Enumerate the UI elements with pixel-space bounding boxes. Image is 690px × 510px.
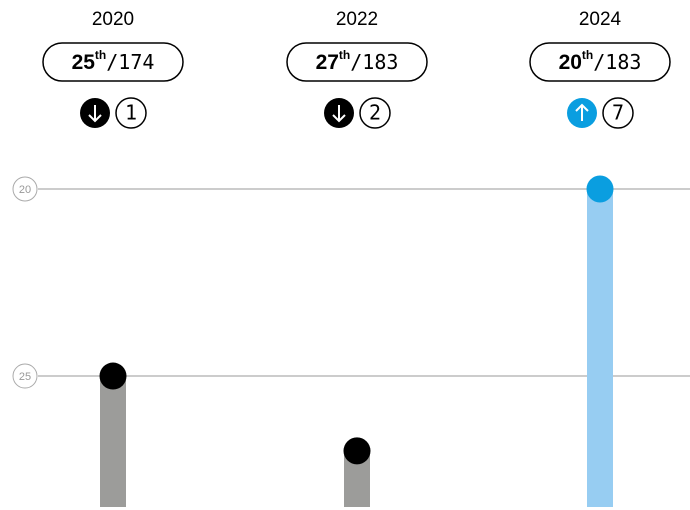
rank-separator: /	[593, 50, 605, 74]
y-tick-label: 20	[19, 184, 31, 196]
rank-value: 27	[316, 51, 339, 74]
rank-pill	[286, 42, 428, 82]
rank-value: 20	[559, 51, 582, 74]
y-tick-label: 25	[19, 371, 31, 383]
rank-text: 20th/183	[559, 48, 642, 73]
year-label: 2024	[579, 9, 622, 30]
year-label: 2020	[92, 9, 134, 30]
y-tick-badge	[12, 363, 38, 389]
dot	[99, 362, 127, 390]
rank-text: 25th/174	[72, 48, 155, 73]
rank-pill	[42, 42, 184, 82]
change-badge	[602, 97, 634, 129]
direction-arrow	[575, 103, 589, 121]
rank-value: 25	[72, 51, 96, 74]
year-label: 2022	[336, 9, 378, 30]
dot	[343, 437, 371, 465]
dot	[586, 175, 614, 203]
change-label: 7	[612, 101, 624, 125]
rank-total: 174	[118, 50, 154, 74]
rank-suffix: th	[95, 48, 106, 62]
rank-total: 183	[362, 50, 398, 74]
rank-total: 183	[605, 50, 641, 74]
rank-separator: /	[106, 50, 118, 74]
bar	[100, 376, 126, 507]
rank-separator: /	[350, 50, 362, 74]
change-label: 2	[369, 101, 381, 125]
direction-arrow	[332, 105, 346, 123]
rank-suffix: th	[339, 48, 350, 62]
change-badge	[359, 97, 391, 129]
change-badge	[115, 97, 147, 129]
rank-pill	[529, 42, 671, 82]
rank-text: 27th/183	[316, 48, 399, 73]
change-label: 1	[125, 101, 137, 125]
direction-arrow	[88, 105, 102, 123]
bar	[587, 189, 613, 507]
y-tick-badge	[12, 176, 38, 202]
rank-suffix: th	[582, 48, 593, 62]
